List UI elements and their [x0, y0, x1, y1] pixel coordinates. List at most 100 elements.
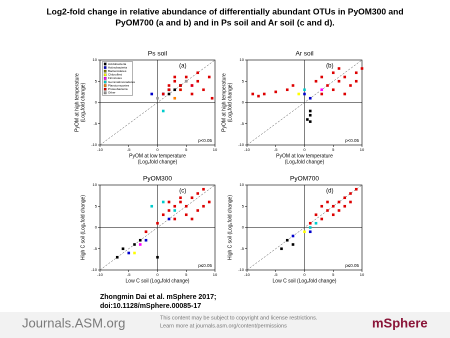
y-axis-label: PyOM at high temperature [221, 73, 227, 132]
point [314, 213, 318, 217]
point [173, 79, 177, 83]
point [303, 88, 306, 92]
x-tick-label: 10 [213, 272, 218, 277]
point [167, 209, 171, 212]
point [161, 92, 165, 96]
point [190, 84, 194, 87]
point [210, 96, 214, 100]
point [285, 88, 289, 92]
point [173, 204, 177, 208]
point [308, 221, 312, 225]
legend-frame [102, 61, 133, 96]
point [326, 209, 329, 212]
point [173, 96, 177, 100]
notice[interactable]: Learn more at journals.asm.org/content/p… [160, 323, 287, 329]
y-axis-label: (Log₂fold change) [80, 82, 86, 122]
point [360, 67, 364, 70]
point [173, 75, 177, 79]
legend-label: Firmicutes [108, 76, 122, 80]
point [207, 200, 211, 204]
legend-swatch [103, 62, 107, 66]
x-tick-label: 10 [360, 147, 365, 152]
point [144, 238, 148, 242]
point [161, 213, 165, 217]
point [331, 71, 335, 75]
point [167, 92, 171, 96]
point [167, 84, 171, 87]
point [280, 247, 283, 251]
y-tick-label: -10 [238, 267, 245, 272]
legend-label: Proteobacteria [108, 87, 128, 91]
point [320, 75, 324, 79]
point [314, 221, 318, 225]
point [161, 200, 165, 204]
x-tick-label: -10 [97, 272, 104, 277]
point [262, 92, 266, 96]
y-tick-label: 0 [242, 100, 245, 105]
point [320, 204, 324, 208]
x-tick-label: -10 [244, 147, 251, 152]
point [161, 109, 165, 113]
legend-label: Acidobacteria [108, 62, 127, 66]
footer-band [0, 312, 450, 338]
y-tick-label: -10 [91, 267, 98, 272]
p-value: p<0.05 [345, 138, 359, 143]
point [343, 196, 347, 200]
y-tick-label: 10 [93, 182, 98, 187]
point [156, 96, 159, 100]
x-tick-label: -5 [274, 272, 278, 277]
one-to-one-line [246, 59, 363, 146]
x-axis-label: PyOM at low temperature [276, 153, 333, 159]
point [190, 196, 194, 200]
y-tick-label: -5 [93, 121, 97, 126]
point [138, 238, 142, 242]
p-value: p≤0.05 [198, 263, 212, 268]
point [133, 251, 136, 255]
x-tick-label: 5 [332, 147, 335, 152]
x-tick-label: 5 [332, 272, 335, 277]
x-tick-label: 0 [156, 147, 159, 152]
panel-letter: (b) [326, 64, 333, 70]
point [179, 196, 182, 200]
x-tick-label: -5 [127, 272, 131, 277]
y-tick-label: -10 [91, 142, 98, 147]
y-tick-label: 5 [242, 78, 245, 83]
legend-swatch [103, 73, 107, 77]
y-axis-label: (Log₂fold change) [227, 82, 233, 122]
y-tick-label: -10 [238, 142, 245, 147]
point [343, 75, 347, 79]
y-tick-label: 0 [242, 225, 245, 230]
x-tick-label: 0 [156, 272, 159, 277]
point [190, 92, 194, 96]
point [349, 200, 352, 204]
point [179, 88, 182, 92]
point [173, 209, 177, 212]
point [291, 243, 295, 246]
point [202, 204, 205, 208]
brand[interactable]: Journals.ASM.org [22, 315, 125, 330]
legend-swatch [103, 84, 107, 87]
point [320, 217, 324, 221]
citation: Zhongmin Dai et al. mSphere 2017; [100, 294, 216, 301]
point [196, 192, 200, 195]
point [326, 84, 329, 87]
x-tick-label: 5 [185, 272, 188, 277]
point [144, 230, 148, 234]
point [303, 92, 306, 96]
x-axis-label: (Log₂fold change) [285, 159, 325, 165]
point [121, 247, 125, 251]
figure-title: PyOM700 (a and b) and in Ps soil and Ar … [115, 17, 334, 27]
legend-label: Bacteroidetes [108, 69, 127, 73]
point [354, 79, 358, 83]
point [167, 200, 171, 204]
point [337, 67, 341, 70]
panel-letter: (d) [326, 189, 333, 195]
point [150, 92, 154, 96]
point [274, 90, 278, 94]
one-to-one-line [99, 184, 216, 271]
point [291, 84, 295, 87]
x-tick-label: -10 [97, 147, 104, 152]
point [202, 187, 205, 191]
panel-title: Ps soil [148, 51, 168, 58]
